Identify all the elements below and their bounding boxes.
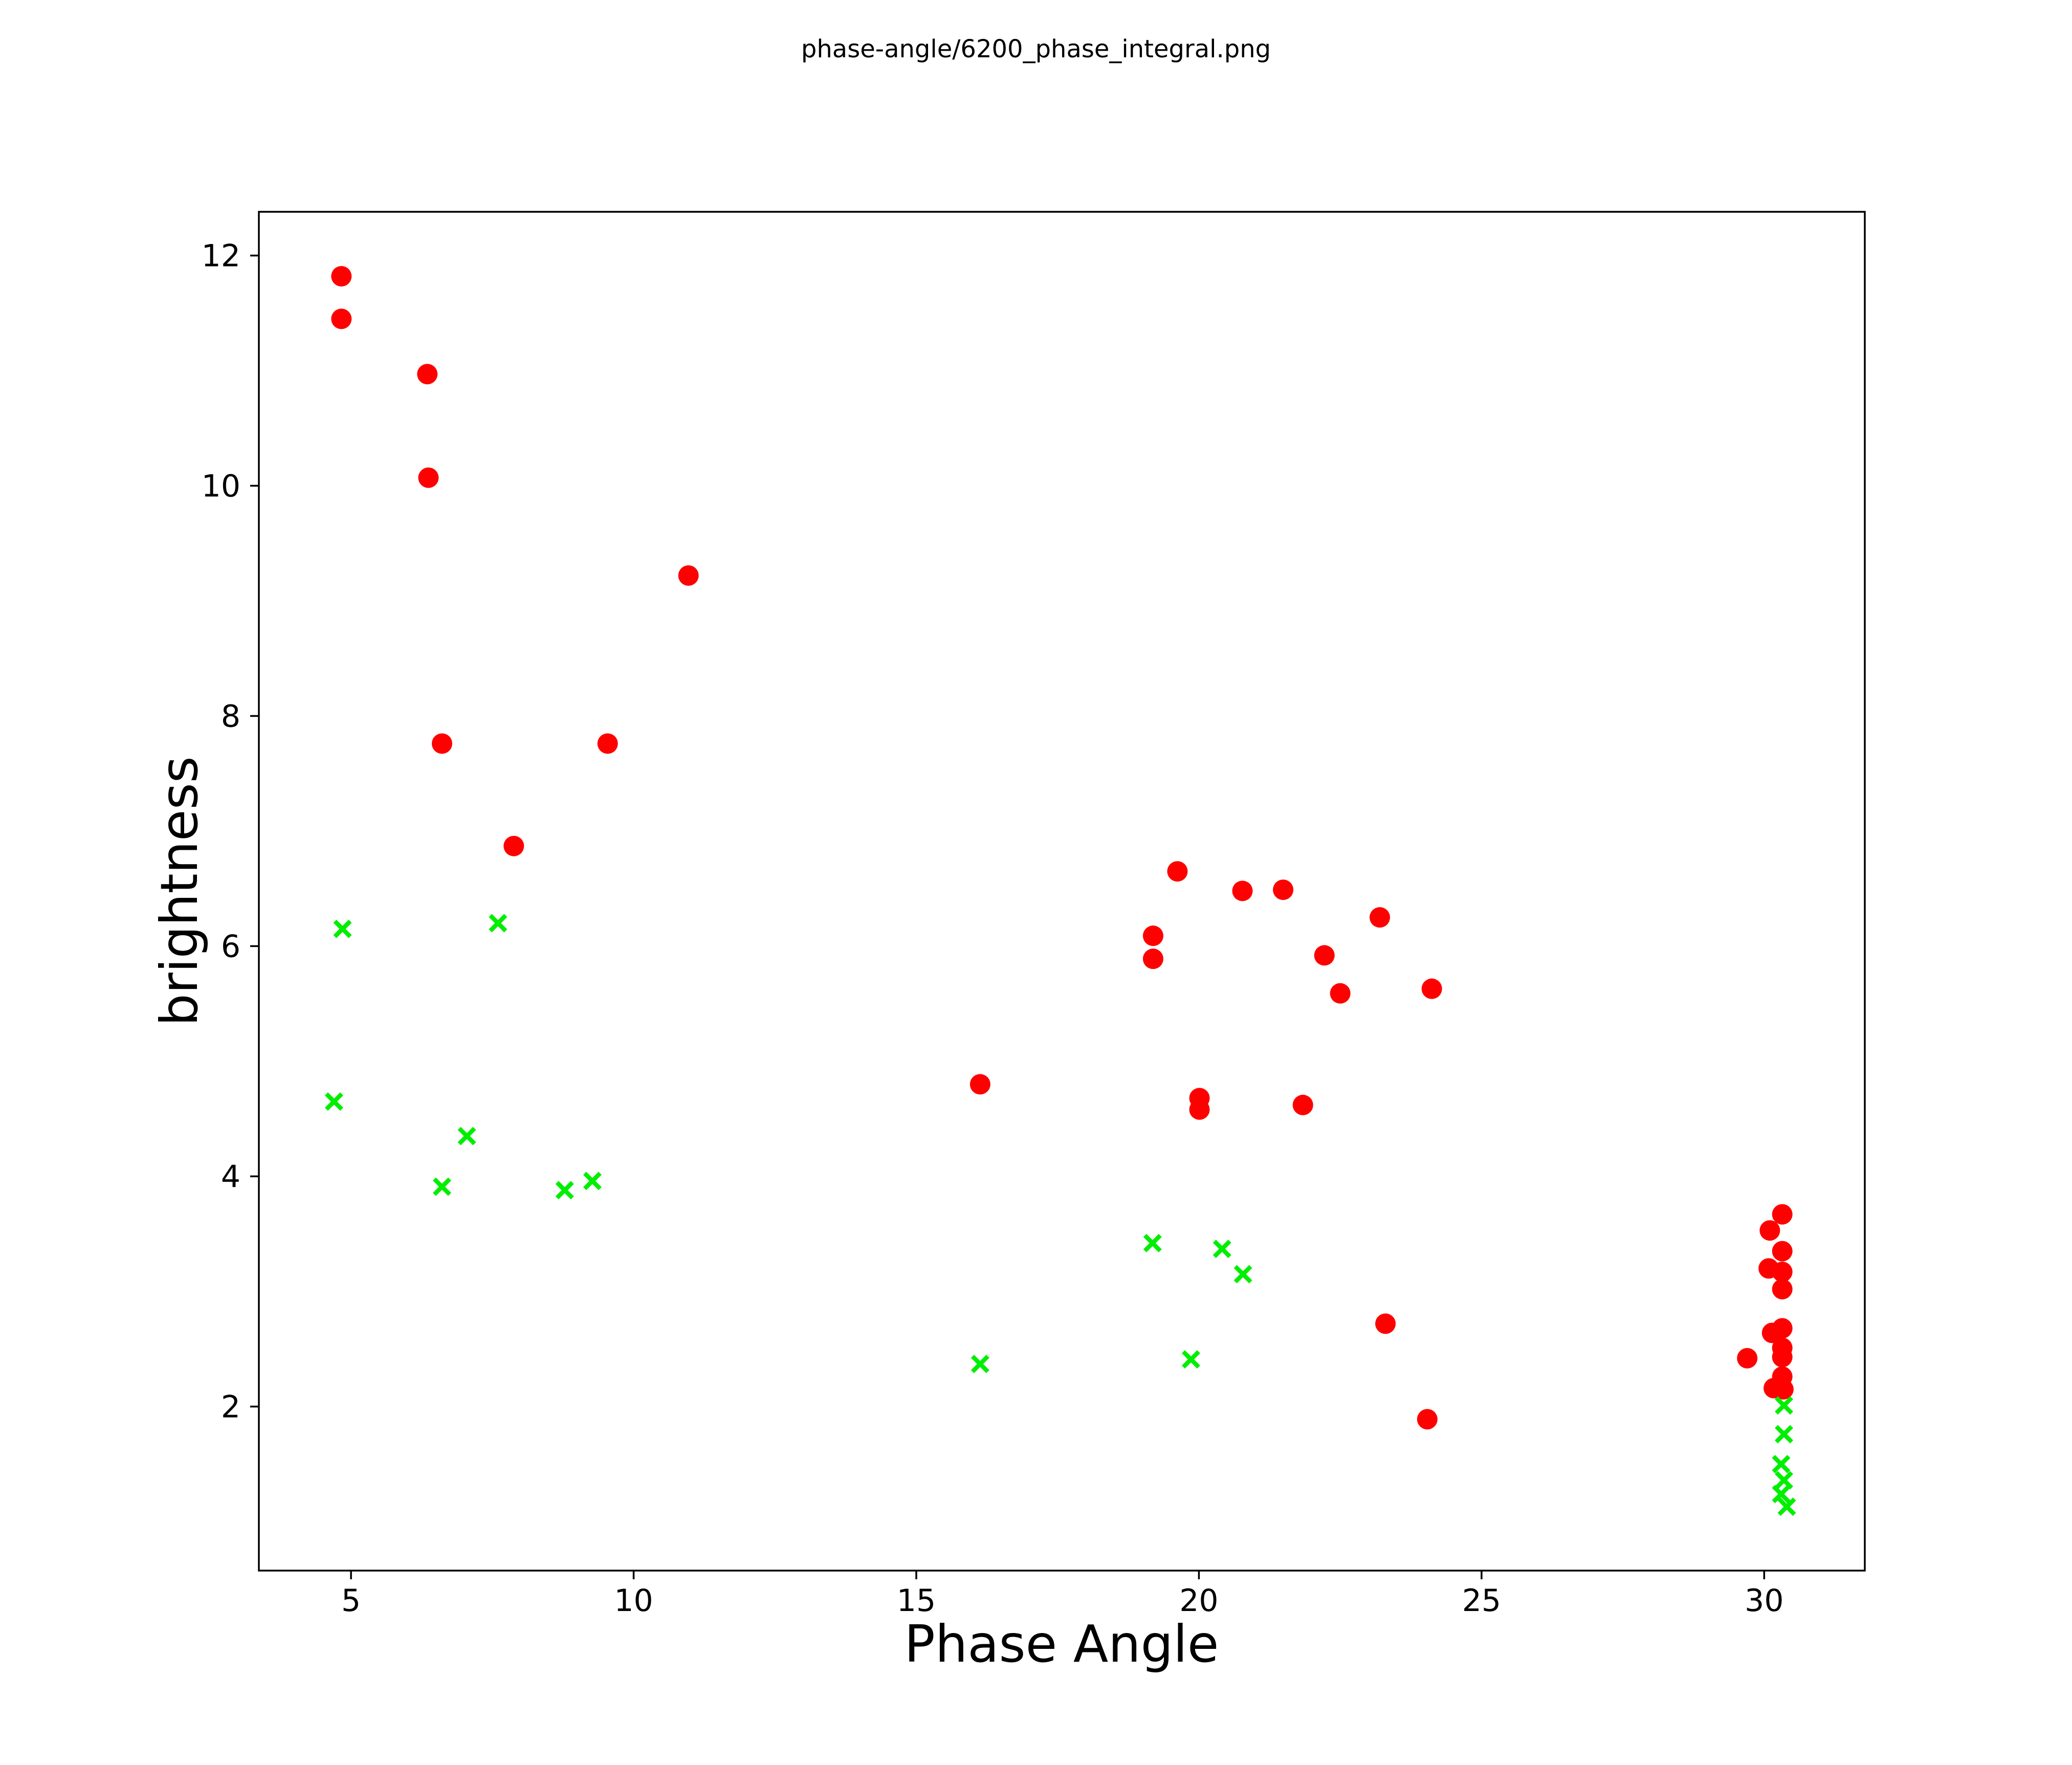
red-scatter-point bbox=[503, 835, 524, 856]
green-scatter-point bbox=[1774, 1425, 1794, 1444]
green-scatter-point bbox=[1772, 1485, 1791, 1504]
y-tick-label: 4 bbox=[221, 1159, 240, 1195]
red-scatter-point bbox=[1232, 880, 1253, 901]
y-tick-label: 2 bbox=[221, 1389, 240, 1425]
red-scatter-point bbox=[331, 266, 352, 286]
x-tick-label: 25 bbox=[1462, 1583, 1501, 1619]
red-scatter-point bbox=[1370, 907, 1391, 928]
y-axis-label: brightness bbox=[149, 756, 209, 1026]
red-scatter-point bbox=[1772, 1262, 1793, 1283]
red-scatter-point bbox=[1142, 925, 1163, 946]
red-scatter-point bbox=[1417, 1409, 1438, 1430]
x-axis-label: Phase Angle bbox=[905, 1614, 1219, 1674]
red-scatter-point bbox=[1421, 978, 1442, 999]
red-scatter-point bbox=[1375, 1313, 1396, 1334]
green-scatter-point bbox=[1774, 1471, 1794, 1490]
x-tick-label: 5 bbox=[341, 1583, 361, 1619]
green-scatter-point bbox=[432, 1177, 451, 1196]
red-scatter-point bbox=[969, 1074, 990, 1095]
plot-border bbox=[258, 211, 1866, 1572]
red-scatter-point bbox=[1330, 983, 1351, 1004]
red-scatter-point bbox=[1761, 1322, 1782, 1343]
red-scatter-point bbox=[597, 733, 618, 754]
red-scatter-point bbox=[418, 467, 439, 488]
y-tick-label: 8 bbox=[221, 698, 240, 734]
red-scatter-point bbox=[678, 565, 699, 586]
green-scatter-point bbox=[1181, 1350, 1200, 1369]
y-tick-label: 12 bbox=[202, 238, 240, 274]
red-scatter-point bbox=[331, 308, 352, 329]
red-scatter-point bbox=[1772, 1347, 1793, 1367]
green-scatter-point bbox=[1777, 1497, 1796, 1516]
x-tick-label: 15 bbox=[897, 1583, 936, 1619]
red-scatter-point bbox=[1759, 1220, 1780, 1241]
red-scatter-point bbox=[1772, 1278, 1793, 1299]
red-scatter-point bbox=[1167, 861, 1188, 882]
green-scatter-point bbox=[489, 914, 508, 933]
red-scatter-point bbox=[431, 733, 452, 754]
red-scatter-point bbox=[1142, 948, 1163, 969]
x-tick-label: 10 bbox=[614, 1583, 653, 1619]
red-scatter-point bbox=[1737, 1348, 1758, 1369]
red-scatter-point bbox=[1189, 1099, 1210, 1120]
green-scatter-point bbox=[1143, 1233, 1162, 1252]
green-scatter-point bbox=[971, 1355, 989, 1374]
red-scatter-point bbox=[417, 364, 438, 385]
green-scatter-point bbox=[555, 1181, 574, 1200]
red-scatter-point bbox=[1773, 1379, 1794, 1400]
red-scatter-series bbox=[331, 266, 1794, 1430]
green-scatter-point bbox=[333, 919, 352, 938]
green-scatter-point bbox=[1233, 1265, 1252, 1284]
green-scatter-point bbox=[1772, 1454, 1791, 1473]
red-scatter-point bbox=[1273, 879, 1294, 900]
green-scatter-series bbox=[324, 914, 1796, 1516]
green-scatter-point bbox=[1774, 1396, 1794, 1415]
y-axis-ticks: 2 4 6 8 10 12 bbox=[202, 238, 259, 1425]
x-tick-label: 30 bbox=[1745, 1583, 1783, 1619]
green-scatter-point bbox=[457, 1127, 476, 1145]
green-scatter-point bbox=[583, 1172, 602, 1190]
red-scatter-point bbox=[1292, 1094, 1313, 1115]
x-axis-ticks: 5 10 15 20 25 30 bbox=[341, 1571, 1784, 1619]
red-scatter-point bbox=[1772, 1241, 1793, 1262]
red-scatter-point bbox=[1314, 945, 1335, 966]
green-scatter-point bbox=[324, 1092, 343, 1111]
green-scatter-point bbox=[1213, 1240, 1231, 1259]
y-tick-label: 10 bbox=[202, 468, 240, 504]
y-tick-label: 6 bbox=[221, 929, 240, 964]
plot-title: phase-angle/6200_phase_integral.png bbox=[801, 35, 1271, 63]
x-tick-label: 20 bbox=[1179, 1583, 1218, 1619]
red-scatter-point bbox=[1772, 1204, 1793, 1225]
